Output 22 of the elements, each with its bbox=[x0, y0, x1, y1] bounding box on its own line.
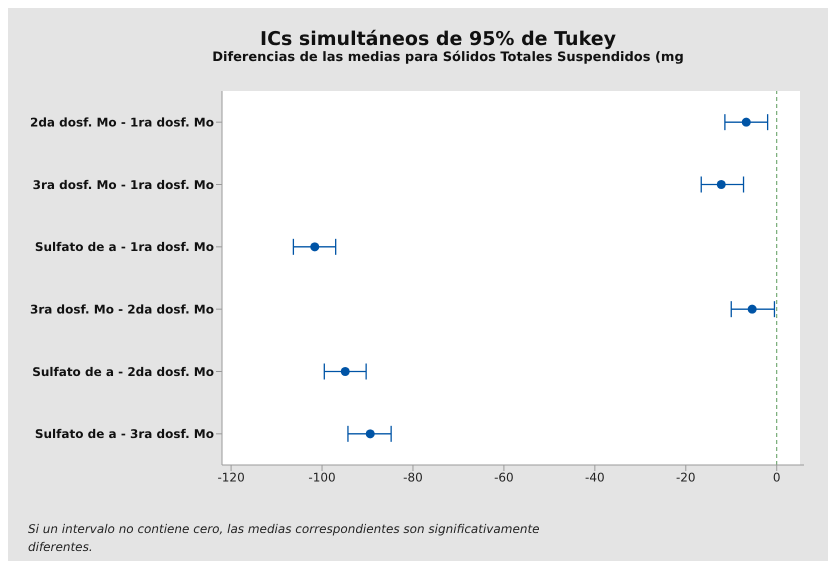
chart-title: ICs simultáneos de 95% de Tukey bbox=[259, 27, 617, 50]
point bbox=[340, 366, 350, 376]
y-tick-label: 3ra dosf. Mo - 1ra dosf. Mo bbox=[32, 178, 214, 192]
x-tick-label: -60 bbox=[494, 470, 514, 485]
text: Si un intervalo no contiene cero, las medias correspondientes son significativamente diferentes. bbox=[28, 521, 541, 556]
chart-subtitle: Diferencias de las medias para Sólidos Totales Suspendidos (mg bbox=[211, 50, 685, 65]
point bbox=[748, 304, 757, 314]
point bbox=[366, 429, 375, 438]
x-tick-label: -100 bbox=[308, 470, 336, 485]
y-tick-label: 2da dosf. Mo - 1ra dosf. Mo bbox=[30, 115, 214, 130]
y-tick-label: 3ra dosf. Mo - 2da dosf. Mo bbox=[30, 302, 214, 316]
x-tick-label: -80 bbox=[403, 470, 423, 485]
y-tick-label: Sulfato de a - 1ra dosf. Mo bbox=[34, 240, 214, 254]
x-tick-label: -40 bbox=[585, 470, 605, 485]
point bbox=[310, 242, 320, 252]
x-tick-label: -120 bbox=[217, 470, 245, 485]
x-tick-label: -20 bbox=[676, 470, 696, 485]
point bbox=[716, 180, 726, 190]
y-tick-label: Sulfato de a - 2da dosf. Mo bbox=[32, 364, 214, 379]
y-tick-label: Sulfato de a - 3ra dosf. Mo bbox=[34, 427, 214, 442]
point bbox=[742, 118, 751, 127]
x-tick-label: 0 bbox=[772, 470, 781, 485]
